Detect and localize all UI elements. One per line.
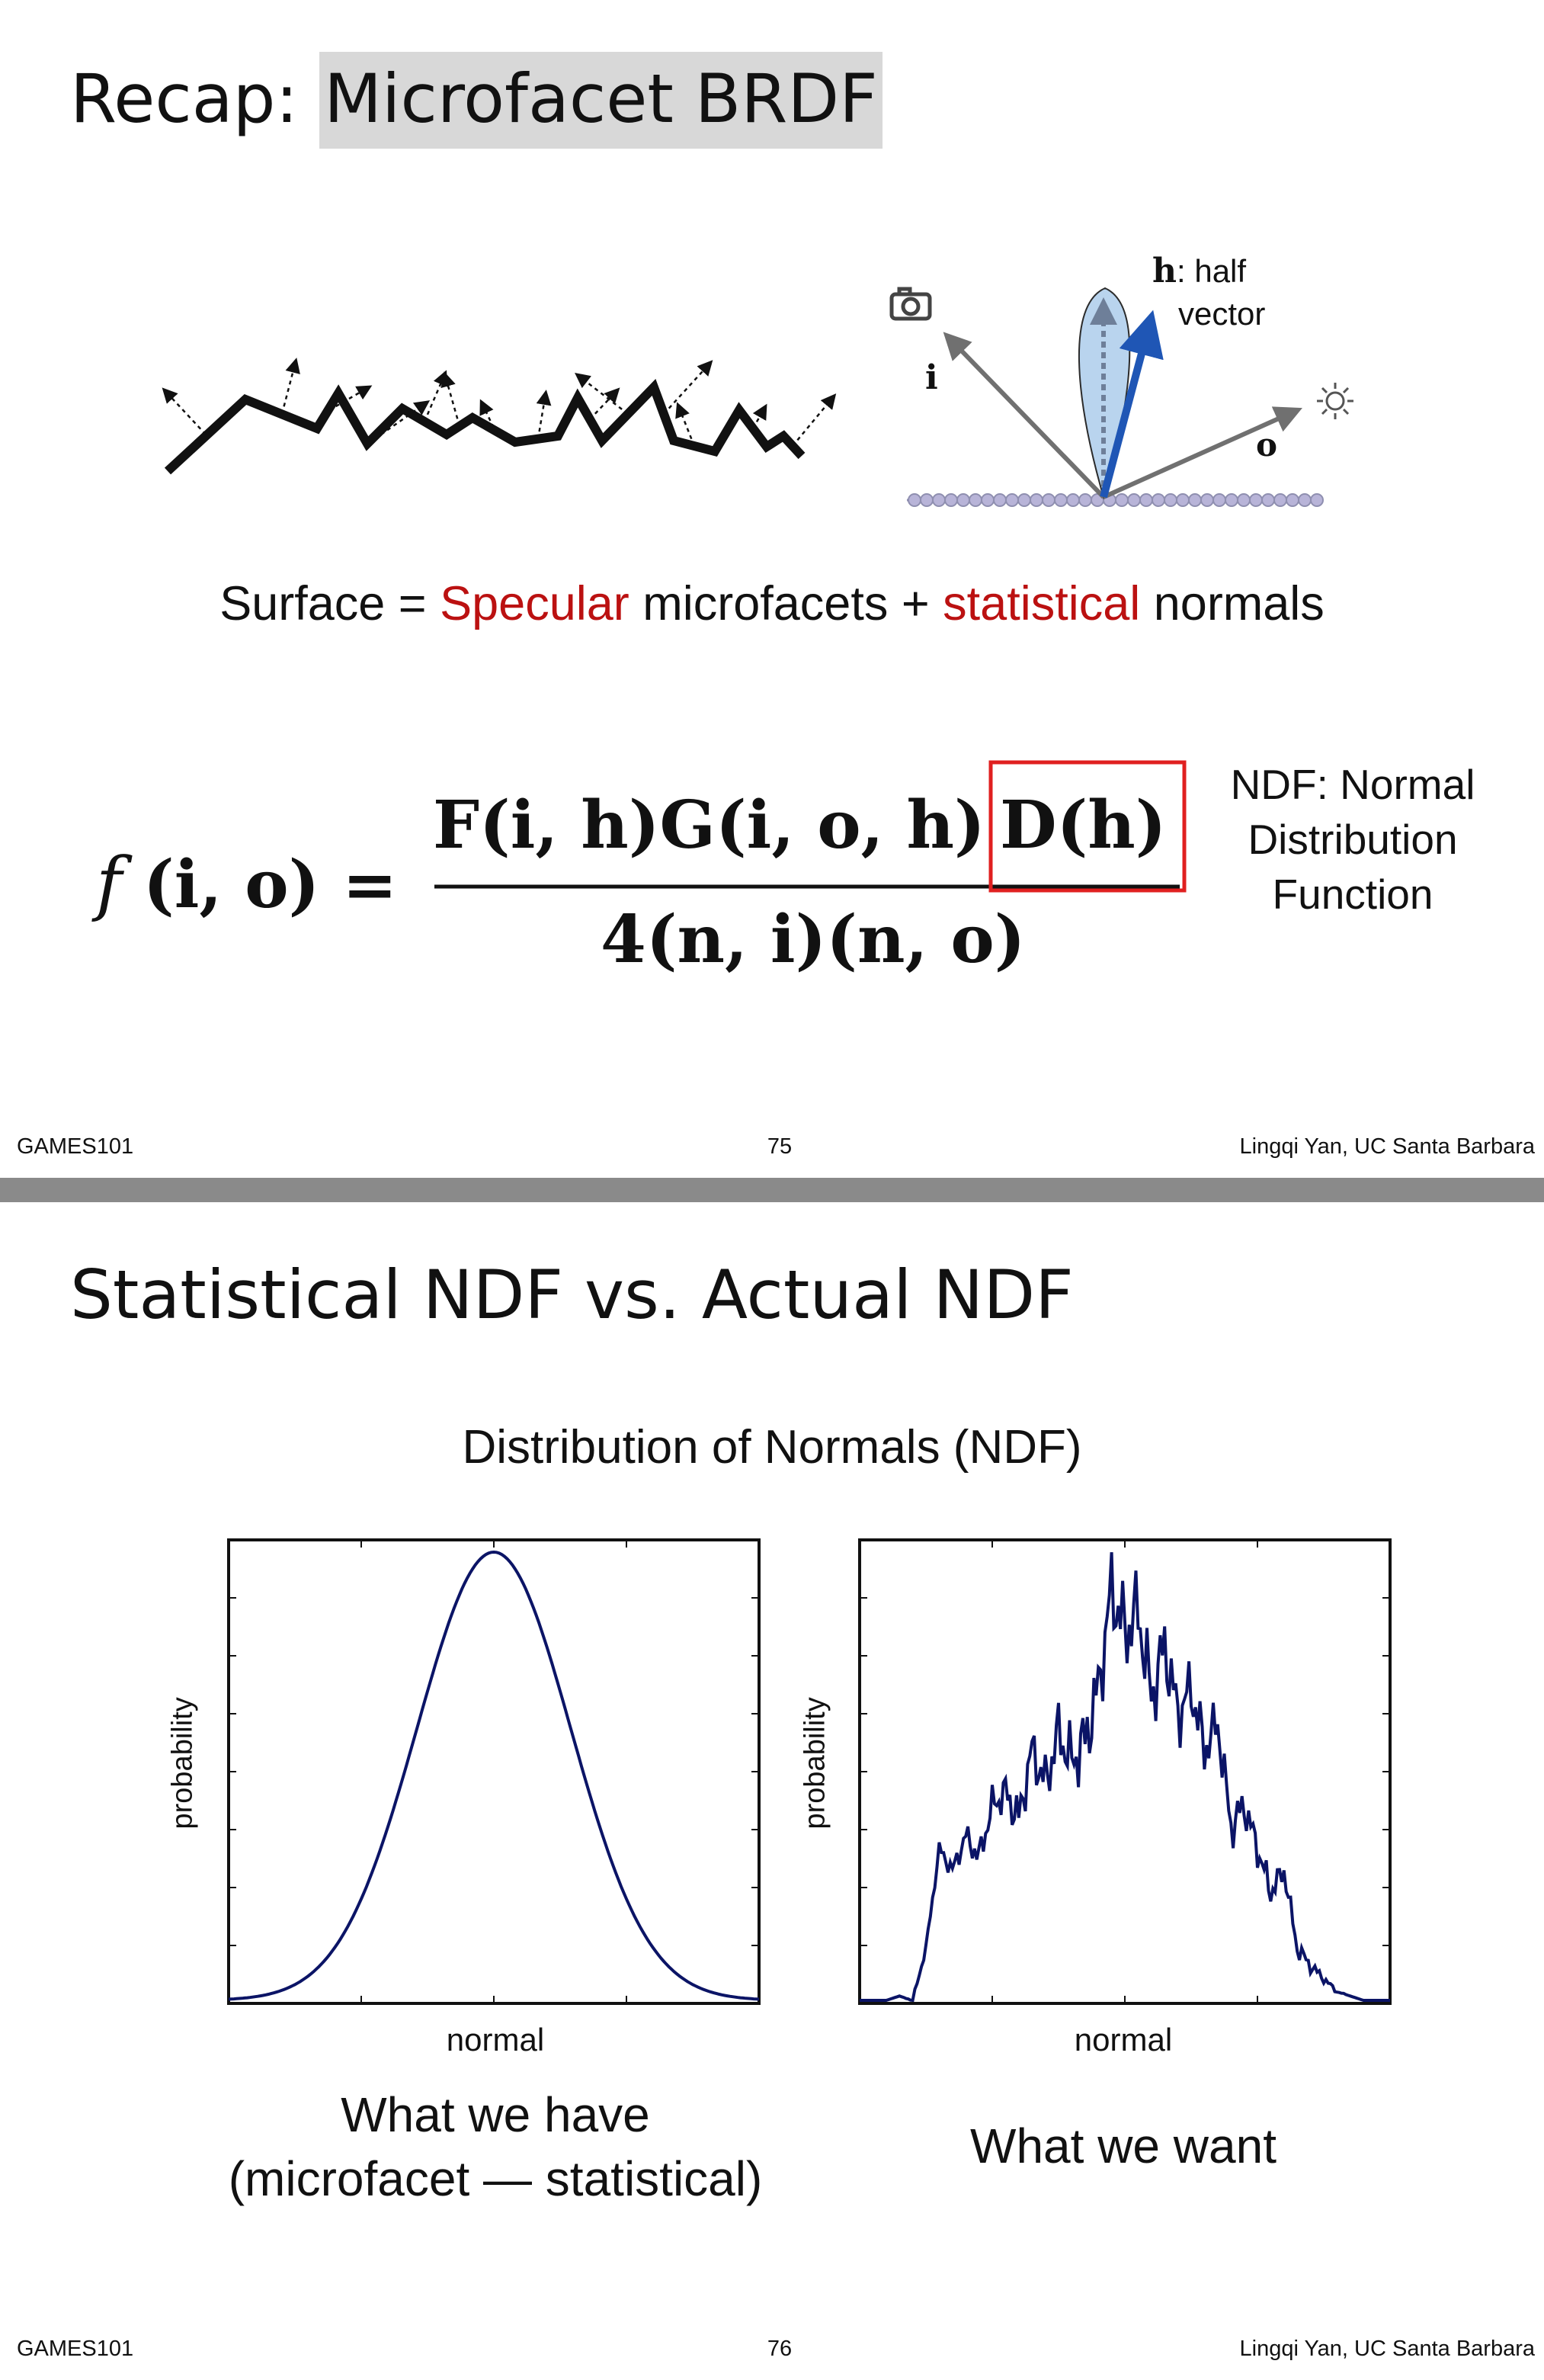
- formula-f: f: [91, 842, 133, 924]
- chart-left-ylabel: probability: [166, 1697, 199, 1830]
- half-vector-label-line2: vector: [1178, 296, 1266, 332]
- light-source-icon: [1317, 383, 1353, 419]
- chart-right: [858, 1538, 1392, 2005]
- half-vector-symbol: h: [1152, 252, 1177, 290]
- caption-left: What we have (microfacet — statistical): [229, 2083, 763, 2211]
- surface-prefix: Surface =: [219, 577, 440, 630]
- chart-right-xlabel: normal: [1074, 2022, 1173, 2058]
- ndf-highlight-box: [988, 760, 1187, 893]
- slide-76: Statistical NDF vs. Actual NDF Distribut…: [0, 1202, 1544, 2380]
- half-vector-label-line1: : half: [1177, 253, 1247, 289]
- footer-page-number: 76: [767, 2337, 793, 2361]
- caption-left-line1: What we have: [341, 2087, 650, 2142]
- chart-title: Distribution of Normals (NDF): [462, 1421, 1082, 1474]
- footer-course: GAMES101: [17, 2337, 134, 2361]
- ndf-note-line1: NDF: Normal: [1230, 761, 1475, 808]
- chart-left-frame: [227, 1538, 761, 2005]
- microfacet-surface-diagram: i o: [162, 287, 1353, 507]
- ndf-note: NDF: Normal Distribution Function: [1208, 757, 1498, 922]
- chart-right-ylabel: probability: [799, 1697, 831, 1830]
- half-vector-arrow: [1100, 310, 1164, 499]
- caption-right-line1: What we want: [970, 2119, 1277, 2173]
- chart-left-xlabel: normal: [446, 2022, 545, 2058]
- surface-statement: Surface = Specular microfacets + statist…: [0, 576, 1544, 631]
- footer-course: GAMES101: [17, 1134, 134, 1159]
- incident-arrow: [943, 332, 1106, 499]
- half-vector-label: h: half vector: [1152, 250, 1265, 335]
- caption-left-line2: (microfacet — statistical): [228, 2151, 763, 2206]
- title-highlight: Microfacet BRDF: [319, 52, 883, 149]
- slide-75: Recap: Microfacet BRDF: [0, 0, 1544, 1178]
- brdf-formula: f (i, o) = F(i, h)G(i, o, h) D(h) 4(n, i…: [91, 760, 1187, 978]
- ndf-note-line3: Function: [1272, 871, 1433, 918]
- chart-right-series: [860, 1552, 1390, 2003]
- chart-left-ticks: [229, 1540, 759, 2003]
- footer-author: Lingqi Yan, UC Santa Barbara: [1239, 1134, 1535, 1159]
- surface-bumps: [908, 493, 1324, 507]
- surface-statistical: statistical: [943, 577, 1141, 630]
- surface-suffix: normals: [1140, 577, 1325, 630]
- footer-page-number: 75: [767, 1134, 793, 1159]
- facet-normals: [162, 358, 837, 447]
- surface-specular: Specular: [440, 577, 629, 630]
- camera-icon: [889, 287, 932, 321]
- ndf-note-line2: Distribution: [1248, 816, 1458, 863]
- footer-author: Lingqi Yan, UC Santa Barbara: [1239, 2337, 1535, 2361]
- outgoing-arrow: [1102, 406, 1302, 499]
- half-vector-diagram: i o: [889, 287, 1353, 507]
- ndf-charts: [227, 1538, 1392, 2005]
- slide-title: Statistical NDF vs. Actual NDF: [70, 1256, 1074, 1334]
- chart-left-series: [228, 1550, 760, 2001]
- formula-denominator: 4(n, i)(n, o): [601, 901, 1025, 978]
- slide-title: Recap: Microfacet BRDF: [70, 52, 883, 149]
- formula-numerator: F(i, h)G(i, o, h): [433, 787, 985, 864]
- microfacet-zigzag: [164, 379, 806, 475]
- title-prefix: Recap:: [70, 59, 320, 138]
- caption-right: What we want: [970, 2114, 1277, 2178]
- surface-middle: microfacets +: [629, 577, 943, 630]
- formula-lhs-args: (i, o) =: [143, 846, 397, 923]
- chart-right-ticks: [860, 1540, 1390, 2003]
- incident-symbol: i: [925, 358, 938, 397]
- chart-left: [227, 1538, 761, 2005]
- formula-ndf-term: D(h): [1000, 787, 1167, 864]
- outgoing-symbol: o: [1256, 426, 1277, 463]
